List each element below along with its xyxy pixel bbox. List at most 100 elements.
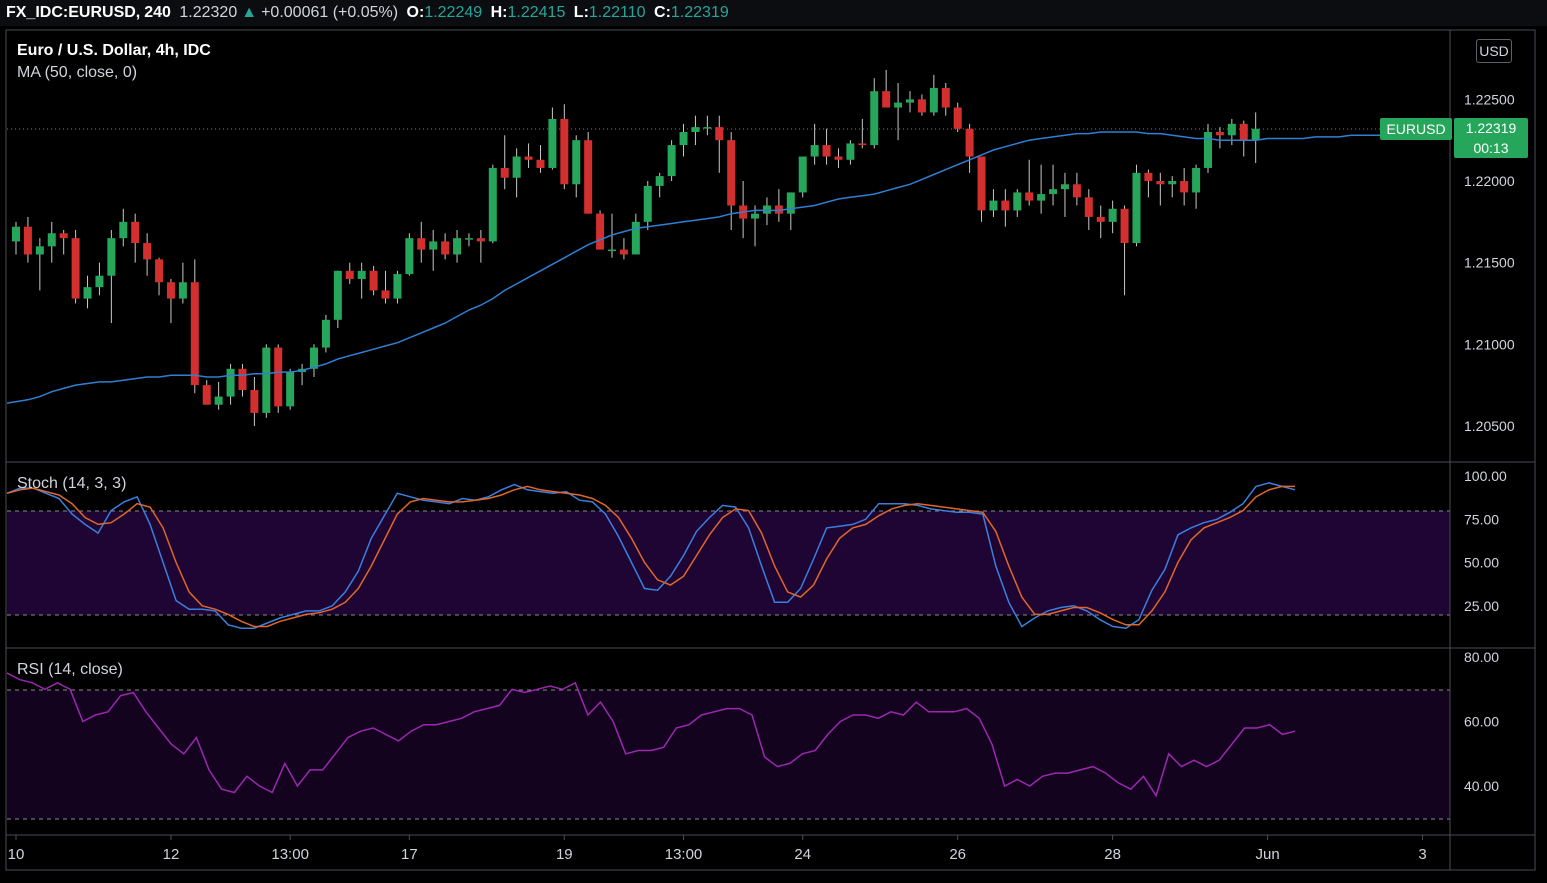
time-tick-label: Jun bbox=[1256, 846, 1280, 863]
candle-body bbox=[929, 87, 938, 113]
stoch-tick-label: 50.00 bbox=[1464, 555, 1499, 571]
time-tick-label: 24 bbox=[794, 846, 811, 863]
candle-body bbox=[1204, 132, 1212, 168]
rsi-legend[interactable]: RSI (14, close) bbox=[17, 661, 123, 678]
candle-body bbox=[345, 270, 354, 279]
low-value: 1.22110 bbox=[588, 4, 646, 21]
price-tag-countdown: 00:13 bbox=[1473, 140, 1509, 156]
candle-body bbox=[131, 221, 140, 244]
candle-body bbox=[989, 200, 998, 211]
symbol-name[interactable]: FX_IDC:EURUSD, bbox=[6, 4, 141, 21]
symbol-header: FX_IDC:EURUSD, 240 1.22320 ▲ +0.00061 (+0.0… bbox=[0, 0, 1547, 26]
candle-body bbox=[1180, 181, 1189, 193]
candle-body bbox=[166, 282, 175, 299]
candle-body bbox=[822, 145, 831, 157]
candle-body bbox=[23, 226, 32, 255]
candle-body bbox=[155, 259, 164, 283]
stoch-band bbox=[7, 511, 1450, 615]
price-tag-symbol: EURUSD bbox=[1380, 118, 1452, 140]
candle-body bbox=[536, 159, 545, 168]
stoch-d-line bbox=[6, 485, 1295, 628]
ma-legend[interactable]: MA (50, close, 0) bbox=[17, 64, 138, 81]
candle-body bbox=[584, 140, 593, 214]
candle-body bbox=[441, 241, 450, 255]
price-tag-value: 1.22319 00:13 bbox=[1454, 118, 1528, 158]
interval[interactable]: 240 bbox=[144, 4, 171, 21]
price-tick-label: 1.22500 bbox=[1464, 91, 1515, 107]
currency-badge[interactable]: USD bbox=[1476, 39, 1512, 63]
time-tick-label: 13:00 bbox=[271, 846, 309, 863]
rsi-line bbox=[6, 672, 1296, 798]
candles bbox=[12, 69, 1260, 426]
time-axis[interactable]: 10 12 13:00 17 19 13:00 24 26 28 Jun 3 bbox=[8, 835, 1427, 863]
candle-body bbox=[393, 274, 402, 299]
price-tick-label: 1.20500 bbox=[1464, 418, 1515, 434]
candle-body bbox=[1132, 172, 1141, 244]
candle-body bbox=[810, 145, 819, 157]
candle-body bbox=[715, 127, 724, 141]
candle-body bbox=[250, 390, 259, 413]
time-tick-label: 12 bbox=[163, 846, 180, 863]
open-value: 1.22249 bbox=[424, 4, 483, 21]
price-tick-label: 1.21000 bbox=[1464, 336, 1515, 352]
candle-body bbox=[596, 213, 605, 250]
candle-body bbox=[369, 270, 378, 291]
candle-body bbox=[453, 238, 462, 255]
candle-body bbox=[83, 287, 92, 299]
candle-body bbox=[655, 176, 664, 186]
candle-body bbox=[71, 238, 80, 299]
candle-body bbox=[1072, 184, 1081, 198]
candle-body bbox=[500, 167, 509, 178]
candle-body bbox=[1120, 208, 1129, 244]
high-label: H: bbox=[490, 4, 508, 21]
candle-body bbox=[1239, 123, 1248, 141]
rsi-layer bbox=[6, 672, 1296, 798]
up-arrow-icon: ▲ bbox=[241, 4, 258, 21]
candle-body bbox=[882, 91, 891, 108]
candle-body bbox=[1227, 123, 1236, 136]
stoch-tick-label: 25.00 bbox=[1464, 598, 1499, 614]
candle-body bbox=[1192, 167, 1201, 193]
candle-body bbox=[1049, 189, 1058, 195]
candle-body bbox=[190, 282, 199, 386]
stoch-k-line bbox=[6, 482, 1296, 629]
candle-body bbox=[1156, 181, 1165, 185]
candle-body bbox=[858, 143, 867, 146]
time-tick-label: 13:00 bbox=[665, 846, 703, 863]
time-tick-label: 10 bbox=[8, 846, 25, 863]
candle-body bbox=[906, 99, 914, 103]
price-change: +0.00061 (+0.05%) bbox=[261, 4, 399, 21]
price-axis[interactable]: 1.22500 1.22000 1.21500 1.21000 1.20500 100.0… bbox=[1464, 91, 1515, 794]
candle-body bbox=[548, 118, 557, 168]
candle-body bbox=[1144, 172, 1153, 181]
open-label: O: bbox=[406, 4, 425, 21]
time-tick-label: 26 bbox=[949, 846, 966, 863]
candle-body bbox=[464, 238, 473, 240]
candle-body bbox=[560, 118, 569, 185]
stoch-legend[interactable]: Stoch (14, 3, 3) bbox=[17, 475, 127, 492]
candle-body bbox=[1025, 192, 1034, 201]
candle-body bbox=[608, 249, 616, 252]
candle-body bbox=[202, 385, 211, 405]
candle-body bbox=[1168, 181, 1177, 185]
low-label: L: bbox=[573, 4, 589, 21]
candle-body bbox=[429, 241, 438, 250]
candle-body bbox=[1108, 208, 1117, 222]
candle-body bbox=[691, 127, 700, 133]
candle-body bbox=[286, 372, 295, 407]
candle-body bbox=[917, 99, 926, 113]
candle-body bbox=[631, 221, 640, 255]
candle-body bbox=[262, 347, 271, 413]
candle-body bbox=[953, 107, 962, 129]
candle-body bbox=[274, 347, 283, 407]
candle-body bbox=[95, 275, 104, 288]
rsi-tick-label: 40.00 bbox=[1464, 778, 1499, 794]
rsi-tick-label: 80.00 bbox=[1464, 649, 1499, 665]
candle-body bbox=[59, 233, 68, 239]
candle-body bbox=[1037, 194, 1046, 201]
candle-body bbox=[357, 270, 366, 279]
main-legend-title[interactable]: Euro / U.S. Dollar, 4h, IDC bbox=[17, 42, 211, 60]
candle-body bbox=[214, 396, 223, 405]
